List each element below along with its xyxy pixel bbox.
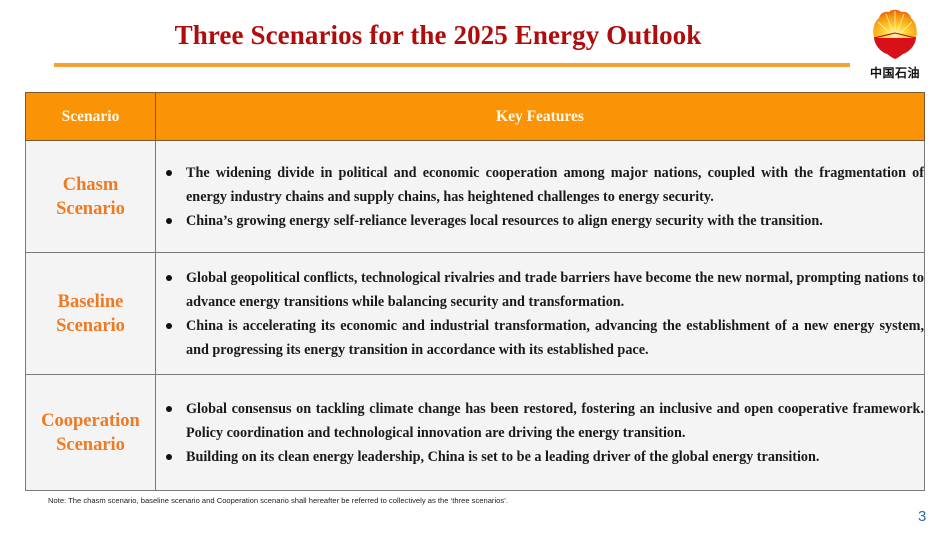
- feature-bullet: China is accelerating its economic and i…: [162, 314, 924, 362]
- table-row-baseline: Baseline Scenario Global geopolitical co…: [25, 252, 925, 375]
- scenario-name-line2: Scenario: [56, 315, 125, 336]
- scenario-name-line1: Baseline: [57, 291, 124, 312]
- slide-title: Three Scenarios for the 2025 Energy Outl…: [174, 20, 702, 50]
- table-row-chasm: Chasm Scenario The widening divide in po…: [25, 140, 925, 253]
- footnote: Note: The chasm scenario, baseline scena…: [48, 496, 508, 505]
- key-features-cell: The widening divide in political and eco…: [155, 140, 925, 253]
- key-features-cell: Global consensus on tackling climate cha…: [155, 374, 925, 491]
- logo-text: 中国石油: [869, 66, 920, 80]
- title-underline-rule: [54, 63, 850, 67]
- feature-bullet: Building on its clean energy leadership,…: [162, 445, 924, 469]
- page-number: 3: [918, 508, 927, 525]
- feature-bullet: Global geopolitical conflicts, technolog…: [162, 266, 924, 314]
- table-header-row: Scenario Key Features: [25, 92, 925, 141]
- feature-bullet: Global consensus on tackling climate cha…: [162, 397, 924, 445]
- feature-list: The widening divide in political and eco…: [162, 161, 924, 233]
- feature-bullet: The widening divide in political and eco…: [162, 161, 924, 209]
- company-logo: 中国石油: [862, 8, 928, 82]
- column-header-scenario: Scenario: [25, 92, 156, 141]
- key-features-cell: Global geopolitical conflicts, technolog…: [155, 252, 925, 375]
- feature-list: Global geopolitical conflicts, technolog…: [162, 266, 924, 362]
- column-header-key-features: Key Features: [155, 92, 925, 141]
- petrochina-sunflower-icon: [873, 9, 917, 59]
- scenarios-table: Scenario Key Features Chasm Scenario The…: [25, 92, 925, 491]
- scenario-name-line2: Scenario: [56, 198, 125, 219]
- scenario-name-line2: Scenario: [56, 434, 125, 455]
- scenario-name-cell: Chasm Scenario: [25, 140, 156, 253]
- feature-list: Global consensus on tackling climate cha…: [162, 397, 924, 469]
- table-row-cooperation: Cooperation Scenario Global consensus on…: [25, 374, 925, 491]
- scenario-name-cell: Baseline Scenario: [25, 252, 156, 375]
- scenario-name-line1: Cooperation: [41, 410, 140, 431]
- feature-bullet: China’s growing energy self-reliance lev…: [162, 209, 924, 233]
- scenario-name-line1: Chasm: [62, 174, 119, 195]
- scenario-name-cell: Cooperation Scenario: [25, 374, 156, 491]
